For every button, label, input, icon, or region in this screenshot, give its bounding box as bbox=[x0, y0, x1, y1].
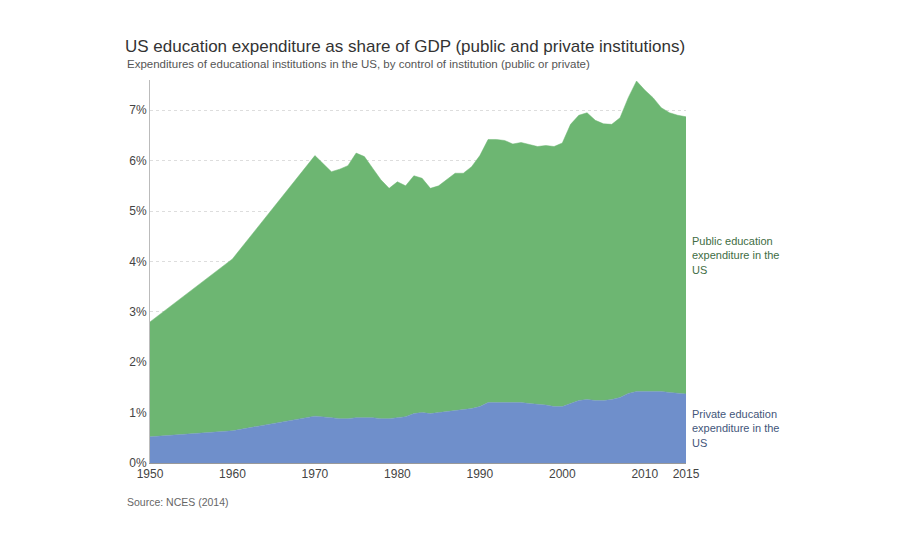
svg-text:Private educationexpenditure i: Private educationexpenditure in theUS bbox=[692, 408, 779, 449]
svg-text:1980: 1980 bbox=[384, 467, 411, 481]
svg-text:US education expenditure as sh: US education expenditure as share of GDP… bbox=[125, 37, 685, 56]
svg-text:1950: 1950 bbox=[137, 467, 164, 481]
svg-text:2%: 2% bbox=[129, 355, 147, 369]
svg-text:5%: 5% bbox=[129, 204, 147, 218]
svg-text:1990: 1990 bbox=[466, 467, 493, 481]
svg-text:Expenditures of educational in: Expenditures of educational institutions… bbox=[127, 58, 590, 70]
svg-text:4%: 4% bbox=[129, 255, 147, 269]
svg-text:2015: 2015 bbox=[673, 467, 700, 481]
svg-text:Source: NCES (2014): Source: NCES (2014) bbox=[127, 496, 229, 508]
svg-text:1970: 1970 bbox=[302, 467, 329, 481]
svg-text:0%: 0% bbox=[129, 456, 147, 470]
svg-text:1%: 1% bbox=[129, 406, 147, 420]
svg-text:7%: 7% bbox=[129, 103, 147, 117]
svg-text:2000: 2000 bbox=[549, 467, 576, 481]
svg-text:2010: 2010 bbox=[631, 467, 658, 481]
svg-text:1960: 1960 bbox=[219, 467, 246, 481]
svg-text:Public educationexpenditure in: Public educationexpenditure in theUS bbox=[692, 235, 779, 276]
svg-text:6%: 6% bbox=[129, 154, 147, 168]
svg-text:3%: 3% bbox=[129, 305, 147, 319]
